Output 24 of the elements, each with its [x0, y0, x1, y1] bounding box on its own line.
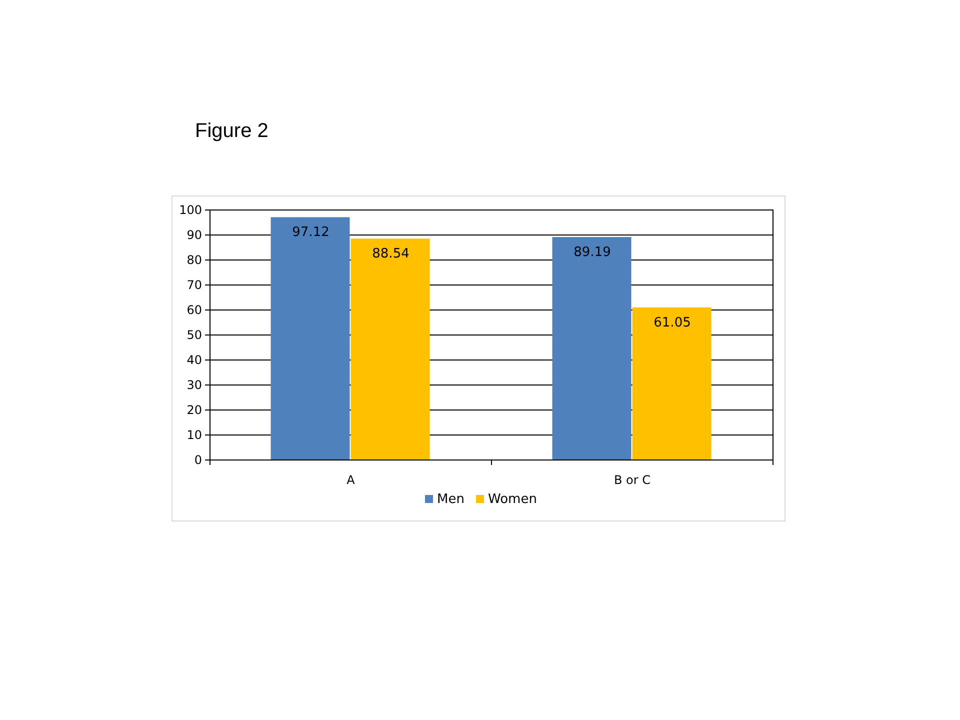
bar	[270, 217, 350, 460]
y-tick-label: 20	[186, 403, 202, 417]
x-tick-label: B or C	[614, 473, 651, 487]
data-label: 61.05	[654, 315, 691, 330]
bar	[552, 237, 632, 460]
y-tick-label: 50	[186, 328, 202, 342]
y-tick-label: 40	[186, 353, 202, 367]
y-tick-label: 10	[186, 428, 202, 442]
y-tick-label: 80	[186, 253, 202, 267]
x-tick-label: A	[346, 473, 356, 487]
chart-title: Figure 2	[195, 120, 268, 142]
bar	[350, 238, 430, 460]
y-tick-label: 30	[186, 378, 202, 392]
y-tick-label: 0	[194, 453, 202, 467]
data-label: 88.54	[372, 246, 410, 262]
bar	[632, 307, 712, 460]
data-label: 89.19	[574, 245, 611, 260]
data-label: 97.12	[292, 225, 330, 240]
legend-label: Men	[437, 492, 464, 507]
y-tick-label: 70	[186, 278, 202, 292]
y-tick-label: 60	[186, 303, 202, 317]
legend-label: Women	[488, 492, 537, 507]
y-tick-label: 100	[179, 203, 202, 217]
y-tick-label: 90	[186, 228, 202, 242]
